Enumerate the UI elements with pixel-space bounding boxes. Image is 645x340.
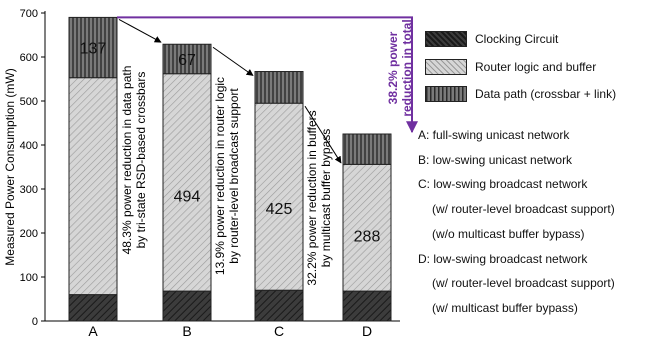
annotation-text: 13.9% power reduction in router logicby … [213,77,241,275]
note-line: C: low-swing broadcast network [418,177,588,192]
bar-segment [342,290,392,322]
note-line: B: low-swing unicast network [418,152,573,167]
y-tick-label: 400 [20,140,38,152]
bar-segment [342,163,392,292]
data-label: 288 [354,228,381,245]
legend-label: Data path (crossbar + link) [475,87,617,101]
bar-segment [342,133,392,165]
note-line: A: full-swing unicast network [418,128,570,142]
x-tick-label: C [274,323,284,339]
data-labels: 137 67 494 425 288 [80,41,381,246]
y-tick-label: 600 [20,52,38,64]
y-tick-label: 200 [20,228,38,240]
legend-item-datapath: Data path (crossbar + link) [425,85,616,103]
annotation-line: by multicast buffer bypass [319,129,333,268]
y-axis-label: Measured Power Consumption (mW) [3,68,17,265]
data-label: 137 [80,41,107,58]
annotation-text: 48.3% power reduction in data pathby tri… [120,66,148,255]
bar-segment [254,102,304,291]
x-tick-label: D [362,323,372,339]
annotations: 48.3% power reduction in data pathby tri… [117,16,418,286]
annotation-text: 32.2% power reduction in buffersby multi… [305,110,333,285]
note-line: (w/ router-level broadcast support) [432,202,615,217]
note-line: (w/o multicast buffer bypass) [432,226,585,241]
y-tick-label: 0 [32,316,38,328]
annotation-arrow [118,18,162,43]
bar-segment [254,289,304,322]
bar-segment [68,294,118,322]
y-tick-label: 300 [20,184,38,196]
data-label: 494 [174,188,201,205]
bars [68,16,392,322]
note-line: (w/ multicast buffer bypass) [432,300,578,315]
bar-segment [162,73,212,292]
total-reduction-arrow [117,16,418,134]
y-tick-label: 100 [20,272,38,284]
legend-swatch-datapath [425,86,467,102]
data-label: 67 [178,52,196,69]
legend-swatch-router [425,59,467,75]
bar-segment [162,290,212,322]
legend-item-router: Router logic and buffer [425,58,596,76]
total-reduction-text: 38.2% powerreduction in total [386,19,414,116]
annotation-line: by router-level broadcast support [227,88,241,264]
legend-label: Router logic and buffer [475,60,597,74]
annotation-arrow [304,105,342,164]
note-line: D: low-swing broadcast network [418,251,588,266]
network-notes: A: full-swing unicast network B: low-swi… [418,123,643,321]
bar-segment [162,43,212,75]
y-tick-label: 500 [20,96,38,108]
legend-swatch-clocking [425,31,467,47]
annotation-line: reduction in total [400,19,414,116]
data-label: 425 [266,201,293,218]
y-tick-label: 700 [20,8,38,20]
annotation-arrow [212,46,254,76]
annotation-line: 48.3% power reduction in data path [120,66,134,255]
x-tick-label: A [88,323,98,339]
annotation-line: by tri-state RSD-based crossbars [134,72,148,249]
bar-segment [254,71,304,104]
annotation-line: 38.2% power [386,31,400,104]
annotation-line: 13.9% power reduction in router logic [213,77,227,275]
bar-segment [68,77,118,296]
annotation-line: 32.2% power reduction in buffers [305,110,319,285]
legend-label: Clocking Circuit [475,32,559,46]
axes: 0 100 200 300 400 500 600 700 A B C D Measured Power… [3,8,400,339]
note-line: (w/ router-level broadcast support) [432,276,615,291]
legend-item-clocking: Clocking Circuit [425,30,558,48]
x-tick-label: B [182,323,191,339]
bar-segment [68,16,118,79]
